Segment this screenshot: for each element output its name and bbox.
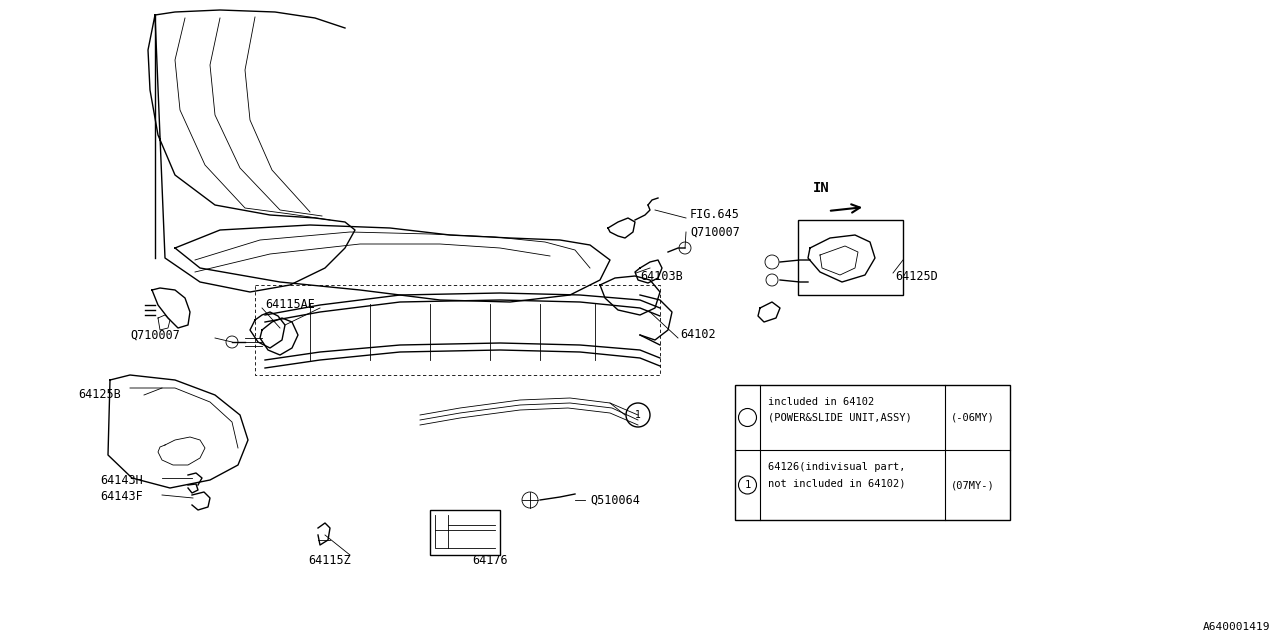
Text: 1: 1 — [635, 410, 641, 420]
Bar — [735, 385, 1010, 520]
Text: (-06MY): (-06MY) — [951, 413, 995, 422]
Text: 64143H: 64143H — [100, 474, 143, 486]
Text: Q510064: Q510064 — [590, 493, 640, 506]
Text: (POWER&SLIDE UNIT,ASSY): (POWER&SLIDE UNIT,ASSY) — [768, 413, 911, 423]
Text: 64143F: 64143F — [100, 490, 143, 504]
Text: 64102: 64102 — [680, 328, 716, 342]
Text: 64115AE: 64115AE — [265, 298, 315, 312]
Text: 64115Z: 64115Z — [308, 554, 352, 566]
Text: 64176: 64176 — [472, 554, 508, 566]
Text: 64125B: 64125B — [78, 388, 120, 401]
Text: A640001419: A640001419 — [1202, 622, 1270, 632]
Text: FIG.645: FIG.645 — [690, 209, 740, 221]
Text: Q710007: Q710007 — [131, 328, 180, 342]
Bar — [797, 220, 902, 295]
Text: 64126(indivisual part,: 64126(indivisual part, — [768, 462, 905, 472]
Text: IN: IN — [813, 181, 829, 195]
Bar — [430, 510, 500, 555]
Text: (07MY-): (07MY-) — [951, 480, 995, 490]
Text: 64103B: 64103B — [640, 271, 682, 284]
Text: 64125D: 64125D — [895, 271, 938, 284]
Text: included in 64102: included in 64102 — [768, 397, 874, 407]
Text: not included in 64102): not included in 64102) — [768, 478, 905, 488]
Text: Q710007: Q710007 — [690, 225, 740, 239]
Text: 1: 1 — [745, 480, 750, 490]
